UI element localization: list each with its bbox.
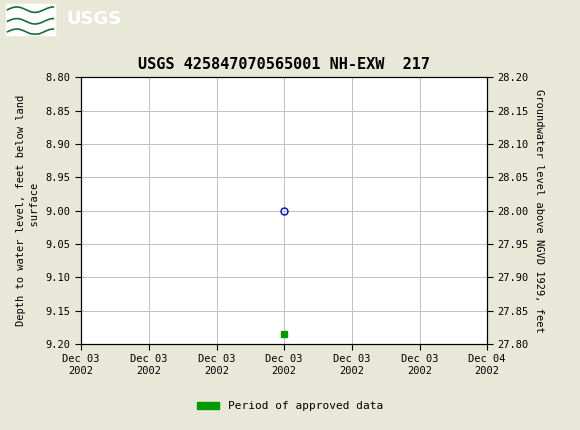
Text: USGS: USGS [67,10,122,28]
FancyBboxPatch shape [6,4,55,35]
Y-axis label: Depth to water level, feet below land
  surface: Depth to water level, feet below land su… [16,95,40,326]
Y-axis label: Groundwater level above NGVD 1929, feet: Groundwater level above NGVD 1929, feet [534,89,545,332]
Legend: Period of approved data: Period of approved data [193,397,387,416]
Title: USGS 425847070565001 NH-EXW  217: USGS 425847070565001 NH-EXW 217 [138,57,430,72]
